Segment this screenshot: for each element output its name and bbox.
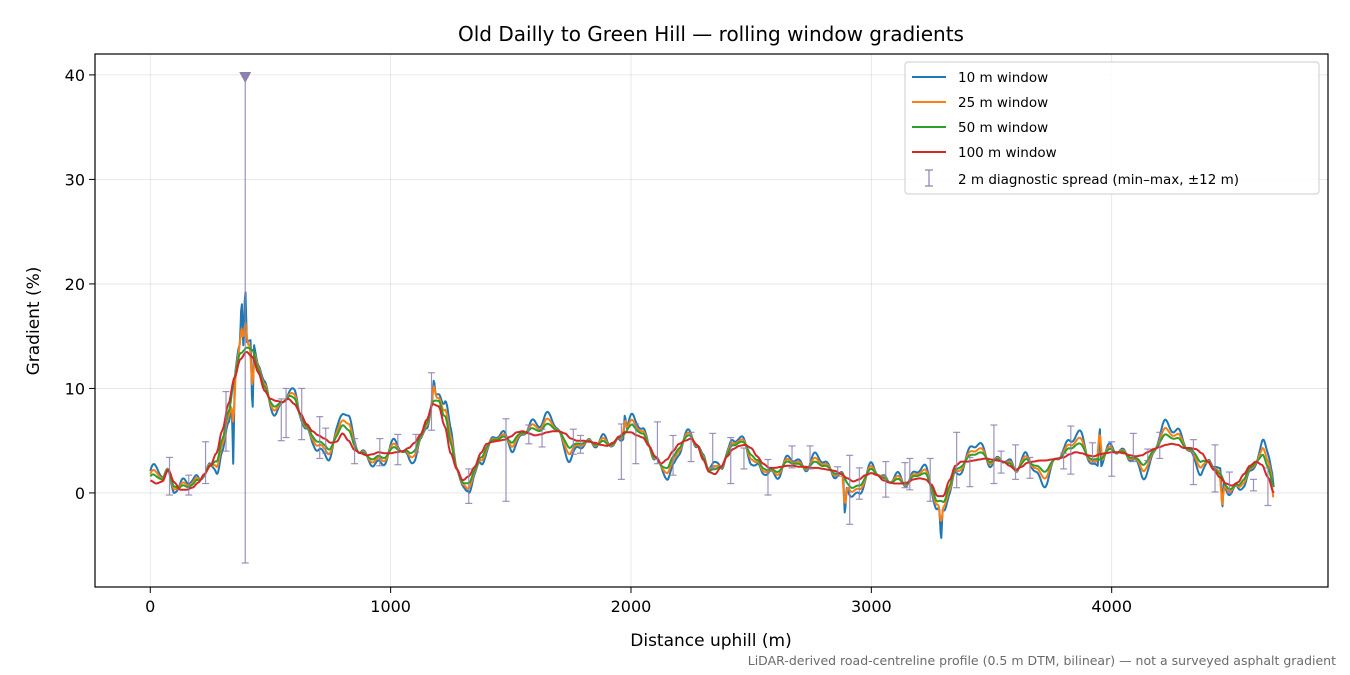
- legend-label-25m: 25 m window: [958, 95, 1048, 111]
- x-axis-ticks: 0 1000 2000 3000 4000: [145, 587, 1132, 616]
- legend-box: [904, 61, 1320, 195]
- errorbar: [538, 428, 546, 448]
- errorbar: [1129, 432, 1137, 463]
- errorbar: [901, 462, 909, 489]
- errorbar: [1067, 425, 1075, 475]
- errorbar: [185, 474, 193, 496]
- series-line-w100: [149, 350, 1275, 498]
- errorbar: [222, 390, 230, 452]
- errorbar: [1189, 439, 1197, 486]
- errorbar: [990, 424, 998, 485]
- errorbar: [412, 433, 420, 453]
- errorbar: [316, 416, 324, 460]
- errorbar: [1264, 467, 1272, 507]
- errorbar: [298, 387, 306, 441]
- errorbar: [465, 468, 473, 504]
- errorbar: [1225, 471, 1233, 494]
- legend-swatch-errorbar: [925, 169, 933, 187]
- errorbar: [834, 466, 842, 477]
- errorbar: [569, 428, 577, 455]
- y-axis-ticks: 0 10 20 30 40: [65, 66, 95, 503]
- errorbar: [709, 432, 717, 469]
- errorbar: [846, 454, 854, 525]
- y-tick-label: 0: [75, 484, 85, 503]
- errorbar: [855, 467, 863, 500]
- errorbar: [953, 431, 961, 489]
- errorbar: [997, 450, 1005, 474]
- errorbar: [202, 441, 210, 485]
- errorbar: [617, 423, 625, 480]
- y-tick-label: 20: [65, 275, 85, 294]
- errorbar: [1249, 478, 1257, 492]
- errorbar: [764, 458, 772, 496]
- clipped-marker: [239, 71, 252, 83]
- x-axis-label: Distance uphill (m): [630, 631, 791, 651]
- errorbar: [788, 445, 796, 469]
- errorbar: [669, 434, 677, 476]
- errorbar: [1144, 448, 1152, 462]
- errorbar: [277, 398, 285, 442]
- legend-label-50m: 50 m window: [958, 120, 1048, 136]
- errorbar: [394, 433, 402, 466]
- errorbar: [966, 456, 974, 488]
- legend-label-10m: 10 m window: [958, 70, 1048, 86]
- errorbar: [926, 457, 934, 502]
- errorbar: [166, 456, 174, 496]
- errorbar: [282, 387, 290, 439]
- errorbar: [1026, 456, 1034, 479]
- legend-label-100m: 100 m window: [958, 145, 1057, 161]
- footnote: LiDAR-derived road-centreline profile (0…: [748, 653, 1336, 668]
- x-tick-label: 0: [145, 597, 155, 616]
- x-tick-label: 4000: [1091, 597, 1132, 616]
- errorbar: [632, 423, 640, 465]
- legend-label-errorbar: 2 m diagnostic spread (min–max, ±12 m): [958, 172, 1239, 188]
- errorbar: [806, 445, 814, 470]
- y-axis-label: Gradient (%): [24, 267, 44, 376]
- x-tick-label: 2000: [611, 597, 652, 616]
- errorbar: [1108, 441, 1116, 477]
- errorbar: [351, 437, 359, 465]
- errorbar: [427, 372, 435, 431]
- errorbar: [882, 460, 890, 498]
- errorbar: [577, 434, 585, 454]
- errorbar: [1060, 452, 1068, 470]
- errorbar: [687, 431, 695, 463]
- legend: 10 m window 25 m window 50 m window 100 …: [904, 61, 1320, 195]
- errorbar-group: [166, 71, 1272, 564]
- errorbar: [1088, 442, 1096, 464]
- x-tick-label: 1000: [370, 597, 411, 616]
- y-tick-label: 30: [65, 170, 85, 189]
- errorbar: [740, 447, 748, 470]
- x-tick-label: 3000: [851, 597, 892, 616]
- errorbar: [1012, 444, 1020, 480]
- errorbar: [322, 427, 330, 454]
- errorbar: [376, 437, 384, 467]
- y-tick-label: 10: [65, 379, 85, 398]
- errorbar: [1156, 431, 1164, 460]
- chart-title: Old Dailly to Green Hill — rolling windo…: [458, 22, 964, 46]
- errorbar: [1211, 444, 1219, 493]
- errorbar: [525, 424, 533, 445]
- errorbar: [906, 457, 914, 491]
- y-tick-label: 40: [65, 66, 85, 85]
- errorbar: [653, 421, 661, 465]
- errorbar: [727, 436, 735, 485]
- errorbar: [502, 418, 510, 502]
- plot-frame: [94, 53, 1329, 588]
